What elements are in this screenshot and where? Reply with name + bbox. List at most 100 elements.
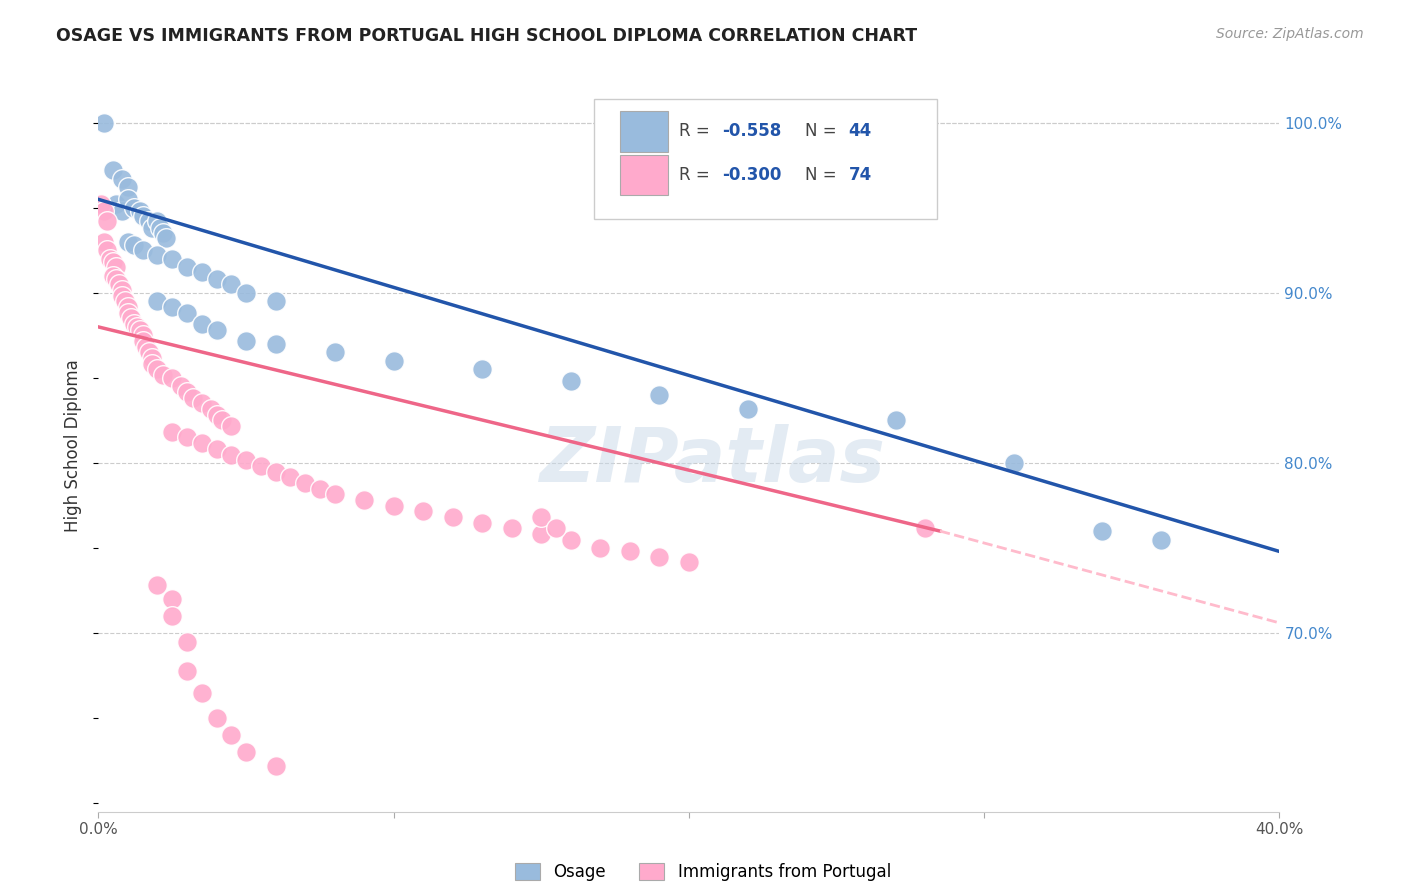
Point xyxy=(132,334,155,348)
Point xyxy=(93,204,115,219)
Text: -0.558: -0.558 xyxy=(723,122,782,140)
Point xyxy=(353,493,375,508)
Point xyxy=(117,300,139,314)
Point xyxy=(176,634,198,648)
Point xyxy=(138,345,160,359)
Point xyxy=(170,379,193,393)
Point xyxy=(111,204,134,219)
Point xyxy=(250,459,273,474)
Point xyxy=(103,268,125,283)
Point xyxy=(884,413,907,427)
Point xyxy=(162,609,183,624)
Point xyxy=(98,252,121,266)
Point xyxy=(205,711,228,725)
Legend: Osage, Immigrants from Portugal: Osage, Immigrants from Portugal xyxy=(509,856,897,888)
Point xyxy=(96,244,118,258)
Point xyxy=(132,244,155,258)
Point xyxy=(501,521,523,535)
Point xyxy=(471,362,494,376)
Point xyxy=(111,172,134,186)
Point xyxy=(205,442,228,457)
Point xyxy=(221,277,243,292)
Text: N =: N = xyxy=(804,122,842,140)
Point xyxy=(264,294,287,309)
Text: OSAGE VS IMMIGRANTS FROM PORTUGAL HIGH SCHOOL DIPLOMA CORRELATION CHART: OSAGE VS IMMIGRANTS FROM PORTUGAL HIGH S… xyxy=(56,27,917,45)
Point xyxy=(530,527,553,541)
Point xyxy=(117,235,139,249)
Point xyxy=(1091,524,1114,538)
Point xyxy=(412,503,434,517)
Point xyxy=(152,368,174,382)
Point xyxy=(162,300,183,314)
Point xyxy=(117,192,139,206)
Point xyxy=(141,357,163,371)
FancyBboxPatch shape xyxy=(620,155,668,195)
Point xyxy=(162,252,183,266)
Point xyxy=(149,221,172,235)
Point xyxy=(191,265,214,279)
Point xyxy=(211,413,233,427)
Point xyxy=(93,116,115,130)
Point xyxy=(93,235,115,249)
Point xyxy=(200,401,222,416)
Point xyxy=(205,272,228,286)
Point xyxy=(546,521,568,535)
Point xyxy=(176,430,198,444)
Point xyxy=(105,260,128,275)
Text: -0.300: -0.300 xyxy=(723,167,782,185)
Point xyxy=(138,214,160,228)
Point xyxy=(146,578,169,592)
Point xyxy=(648,388,671,402)
Point xyxy=(560,375,582,389)
Point xyxy=(105,197,128,211)
Point xyxy=(560,533,582,547)
Point xyxy=(471,516,494,530)
Point xyxy=(280,469,302,483)
Point xyxy=(323,345,346,359)
Point xyxy=(221,418,243,433)
Point xyxy=(176,664,198,678)
Point xyxy=(125,320,148,334)
Point xyxy=(128,323,150,337)
Text: R =: R = xyxy=(679,167,716,185)
Point xyxy=(235,285,257,300)
Point xyxy=(162,371,183,385)
Point xyxy=(181,392,204,406)
Point xyxy=(90,197,112,211)
Point xyxy=(141,221,163,235)
Point xyxy=(737,401,759,416)
Point xyxy=(323,486,346,500)
Point xyxy=(176,384,198,399)
Point xyxy=(382,499,405,513)
Point xyxy=(205,409,228,423)
Point xyxy=(96,214,118,228)
Point xyxy=(530,510,553,524)
Point xyxy=(648,549,671,564)
Point xyxy=(235,745,257,759)
Point xyxy=(162,425,183,440)
Point xyxy=(191,686,214,700)
Point xyxy=(678,555,700,569)
Point xyxy=(111,283,134,297)
Point xyxy=(619,544,641,558)
Point xyxy=(103,163,125,178)
Point xyxy=(122,201,145,215)
Point xyxy=(146,294,169,309)
Y-axis label: High School Diploma: High School Diploma xyxy=(65,359,83,533)
Point xyxy=(264,337,287,351)
Point xyxy=(235,334,257,348)
Point xyxy=(105,272,128,286)
Point xyxy=(146,214,169,228)
Point xyxy=(589,541,612,555)
Point xyxy=(111,289,134,303)
Point xyxy=(294,476,316,491)
Point xyxy=(441,510,464,524)
Point xyxy=(114,294,136,309)
Text: N =: N = xyxy=(804,167,842,185)
Point xyxy=(264,759,287,773)
Point xyxy=(382,354,405,368)
Point xyxy=(117,180,139,194)
Point xyxy=(120,311,142,326)
Point xyxy=(191,396,214,410)
Point xyxy=(1002,456,1025,470)
